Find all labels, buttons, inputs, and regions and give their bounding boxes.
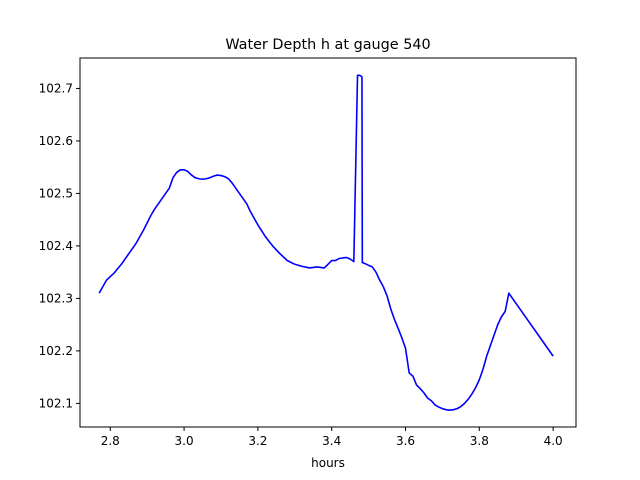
series-line-0 (98, 74, 554, 412)
x-tick-label: 3.4 (322, 434, 341, 448)
y-tick-label: 102.6 (39, 134, 73, 148)
x-axis: 2.8 3.0 3.2 3.4 3.6 3.8 4.0 (101, 427, 563, 448)
series-layer (98, 74, 554, 412)
y-tick-label: 102.2 (39, 344, 73, 358)
x-tick-label: 3.8 (470, 434, 489, 448)
y-tick-label: 102.3 (39, 291, 73, 305)
plot-background (80, 58, 576, 427)
x-tick-label: 2.8 (101, 434, 120, 448)
y-tick-label: 102.5 (39, 186, 73, 200)
x-tick-label: 4.0 (544, 434, 563, 448)
x-tick-label: 3.0 (175, 434, 194, 448)
x-axis-label: hours (311, 456, 345, 470)
y-tick-label: 102.7 (39, 81, 73, 95)
x-tick-label: 3.2 (248, 434, 267, 448)
plot-area (80, 58, 576, 427)
y-axis: 102.1 102.2 102.3 102.4 102.5 102.6 102.7 (39, 81, 80, 410)
plot-frame (79, 57, 577, 428)
y-tick-label: 102.4 (39, 239, 73, 253)
chart-title: Water Depth h at gauge 540 (225, 37, 430, 53)
y-tick-label: 102.1 (39, 396, 73, 410)
x-tick-label: 3.6 (396, 434, 415, 448)
